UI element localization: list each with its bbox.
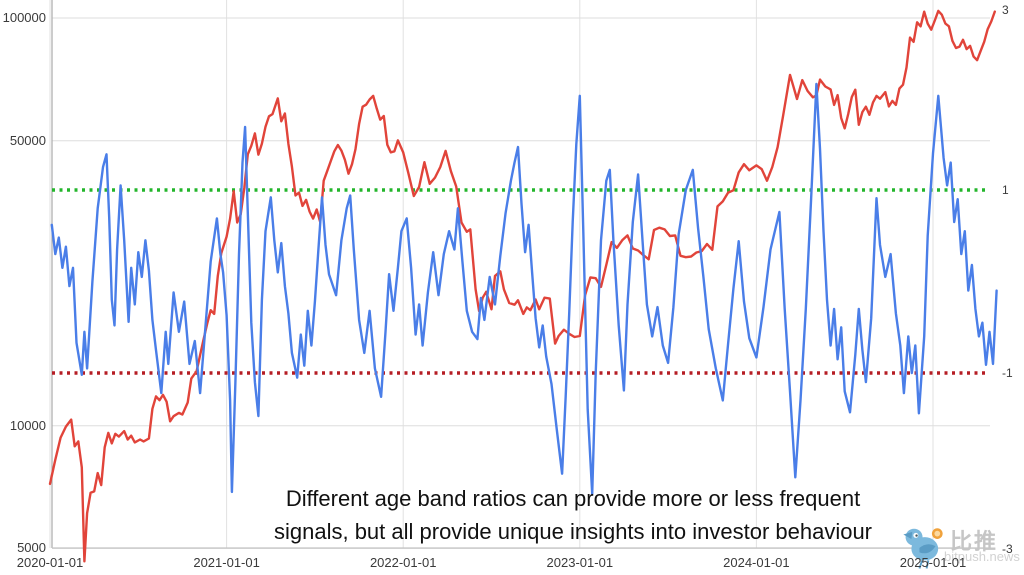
red_left_log_axis_price_series: [48, 9, 996, 563]
x-axis-tick-label: 2024-01-01: [723, 555, 790, 570]
x-axis-tick-label: 2020-01-01: [16, 555, 84, 570]
bird-icon: [903, 528, 943, 569]
x-axis-tick-label: 2021-01-01: [193, 555, 260, 570]
y-axis-left-tick-label: 50000: [9, 132, 46, 148]
bitpush-watermark: 比推 bitpush.news: [898, 518, 1024, 572]
y-axis-right-tick-label: -3: [1002, 542, 1013, 556]
annotation-line-1: Different age band ratios can provide mo…: [285, 486, 861, 511]
watermark-cn-text: 比推: [950, 529, 999, 554]
blue_right_axis_age_band_ratio_series: [50, 82, 998, 495]
x-axis-tick-label: 2025-01-01: [899, 555, 967, 570]
y-axis-right-tick-label: 3: [1002, 3, 1009, 17]
y-axis-left-tick-label: 10000: [9, 417, 46, 433]
chart-annotation: Different age band ratios can provide mo…: [117, 482, 1024, 548]
x-axis-tick-label: 2023-01-01: [546, 555, 614, 570]
y-axis-left-tick-label: 100000: [2, 10, 46, 25]
annotation-line-2: signals, but all provide unique insights…: [273, 519, 873, 544]
x-axis-tick-label: 2022-01-01: [369, 555, 437, 570]
y-axis-right-tick-label: -1: [1002, 366, 1013, 380]
y-axis-left-tick-label: 5000: [17, 540, 46, 556]
watermark-en-text: bitpush.news: [944, 549, 1020, 564]
y-axis-right-tick-label: 1: [1002, 183, 1009, 197]
